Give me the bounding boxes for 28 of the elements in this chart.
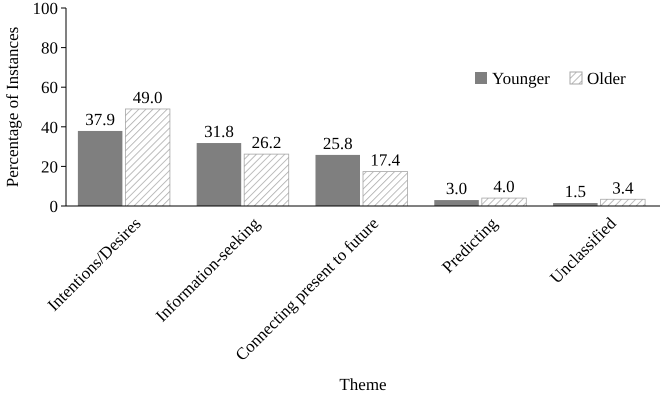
data-label: 4.0 xyxy=(493,177,515,196)
bar xyxy=(78,130,122,206)
data-label: 37.9 xyxy=(85,110,116,129)
y-axis-title: Percentage of Instances xyxy=(3,26,22,188)
y-tick-label: 80 xyxy=(41,38,58,58)
bar xyxy=(481,198,527,206)
bar xyxy=(315,154,360,206)
bar xyxy=(244,154,290,206)
bar xyxy=(196,143,242,206)
bar xyxy=(125,108,170,206)
y-tick-label: 100 xyxy=(32,0,58,18)
bar xyxy=(362,171,408,206)
x-axis-title: Theme xyxy=(339,375,387,394)
legend-label: Older xyxy=(587,68,626,88)
data-label: 49.0 xyxy=(132,88,163,107)
data-label: 3.4 xyxy=(612,178,634,198)
data-label: 17.4 xyxy=(370,150,401,170)
data-label: 26.2 xyxy=(252,133,282,152)
y-tick-label: 40 xyxy=(41,118,58,137)
data-label: 25.8 xyxy=(322,134,353,153)
bar xyxy=(434,200,479,206)
y-tick-label: 20 xyxy=(41,157,58,176)
data-label: 31.8 xyxy=(204,122,234,142)
legend-label: Younger xyxy=(492,68,550,88)
y-tick-label: 60 xyxy=(41,78,58,98)
data-label: 1.5 xyxy=(564,182,586,202)
y-tick-label: 0 xyxy=(50,196,58,216)
data-label: 3.0 xyxy=(446,179,468,198)
